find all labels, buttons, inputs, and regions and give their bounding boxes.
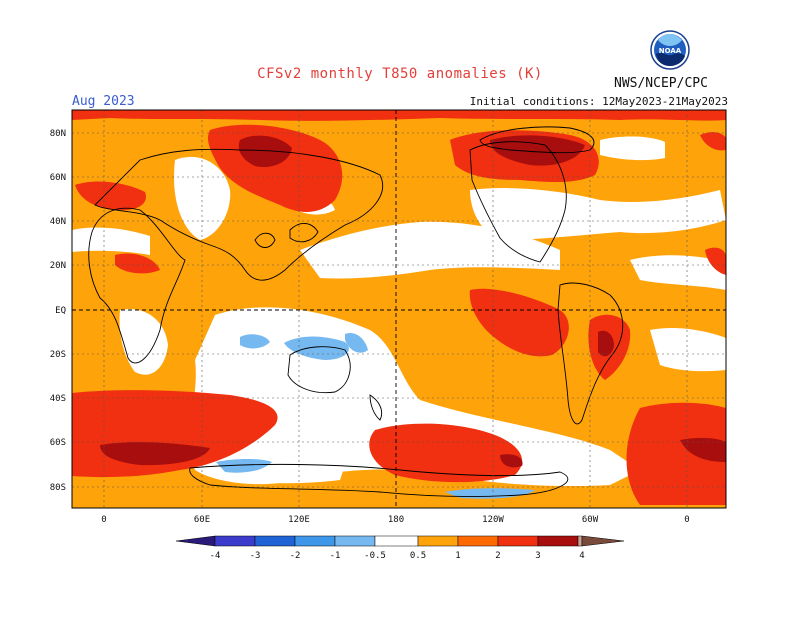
lon-label: 60E xyxy=(194,515,210,525)
lat-label: 80N xyxy=(50,129,66,139)
logo-text: NOAA xyxy=(659,47,682,55)
lat-label: 60S xyxy=(50,438,66,448)
lon-axis: 0 60E 120E 180 120W 60W 0 xyxy=(101,515,689,525)
lon-label: 180 xyxy=(388,515,404,525)
colorbar-label: 3 xyxy=(535,551,540,561)
lat-label: 20S xyxy=(50,350,66,360)
lon-label: 60W xyxy=(582,515,599,525)
map-title: CFSv2 monthly T850 anomalies (K) xyxy=(257,66,543,82)
lat-label: 40N xyxy=(50,217,66,227)
near-zero-regions xyxy=(72,136,726,487)
lat-lon-grid xyxy=(72,110,726,508)
colorbar-label: -1 xyxy=(330,551,341,561)
noaa-logo-icon: NOAA xyxy=(650,30,690,70)
colorbar: -4 -3 -2 -1 -0.5 0.5 1 2 3 4 xyxy=(175,535,625,561)
colorbar-label: 2 xyxy=(495,551,500,561)
colorbar-label: -0.5 xyxy=(364,551,386,561)
lon-label: 120E xyxy=(288,515,310,525)
colorbar-label: 0.5 xyxy=(410,551,426,561)
equator-dateline xyxy=(72,110,726,508)
lat-axis: 80N 60N 40N 20N EQ 20S 40S 60S 80S xyxy=(50,129,66,493)
extreme-anomaly-regions xyxy=(100,135,726,468)
forecast-period: Aug 2023 xyxy=(72,94,135,109)
colorbar-label: 1 xyxy=(455,551,460,561)
lat-label: 40S xyxy=(50,394,66,404)
lat-label: EQ xyxy=(55,306,66,316)
colorbar-label: -4 xyxy=(210,551,221,561)
lon-label: 0 xyxy=(684,515,689,525)
colorbar-label: -3 xyxy=(250,551,261,561)
lat-label: 80S xyxy=(50,483,66,493)
coastlines xyxy=(88,126,624,497)
lat-label: 20N xyxy=(50,261,66,271)
lon-label: 0 xyxy=(101,515,106,525)
colorbar-label: -2 xyxy=(290,551,301,561)
map-frame xyxy=(71,109,727,509)
agency-label: NWS/NCEP/CPC xyxy=(614,76,708,91)
colorbar-label: 4 xyxy=(579,551,584,561)
initial-conditions: Initial conditions: 12May2023-21May2023 xyxy=(469,95,728,108)
lon-label: 120W xyxy=(482,515,504,525)
lat-label: 60N xyxy=(50,173,66,183)
